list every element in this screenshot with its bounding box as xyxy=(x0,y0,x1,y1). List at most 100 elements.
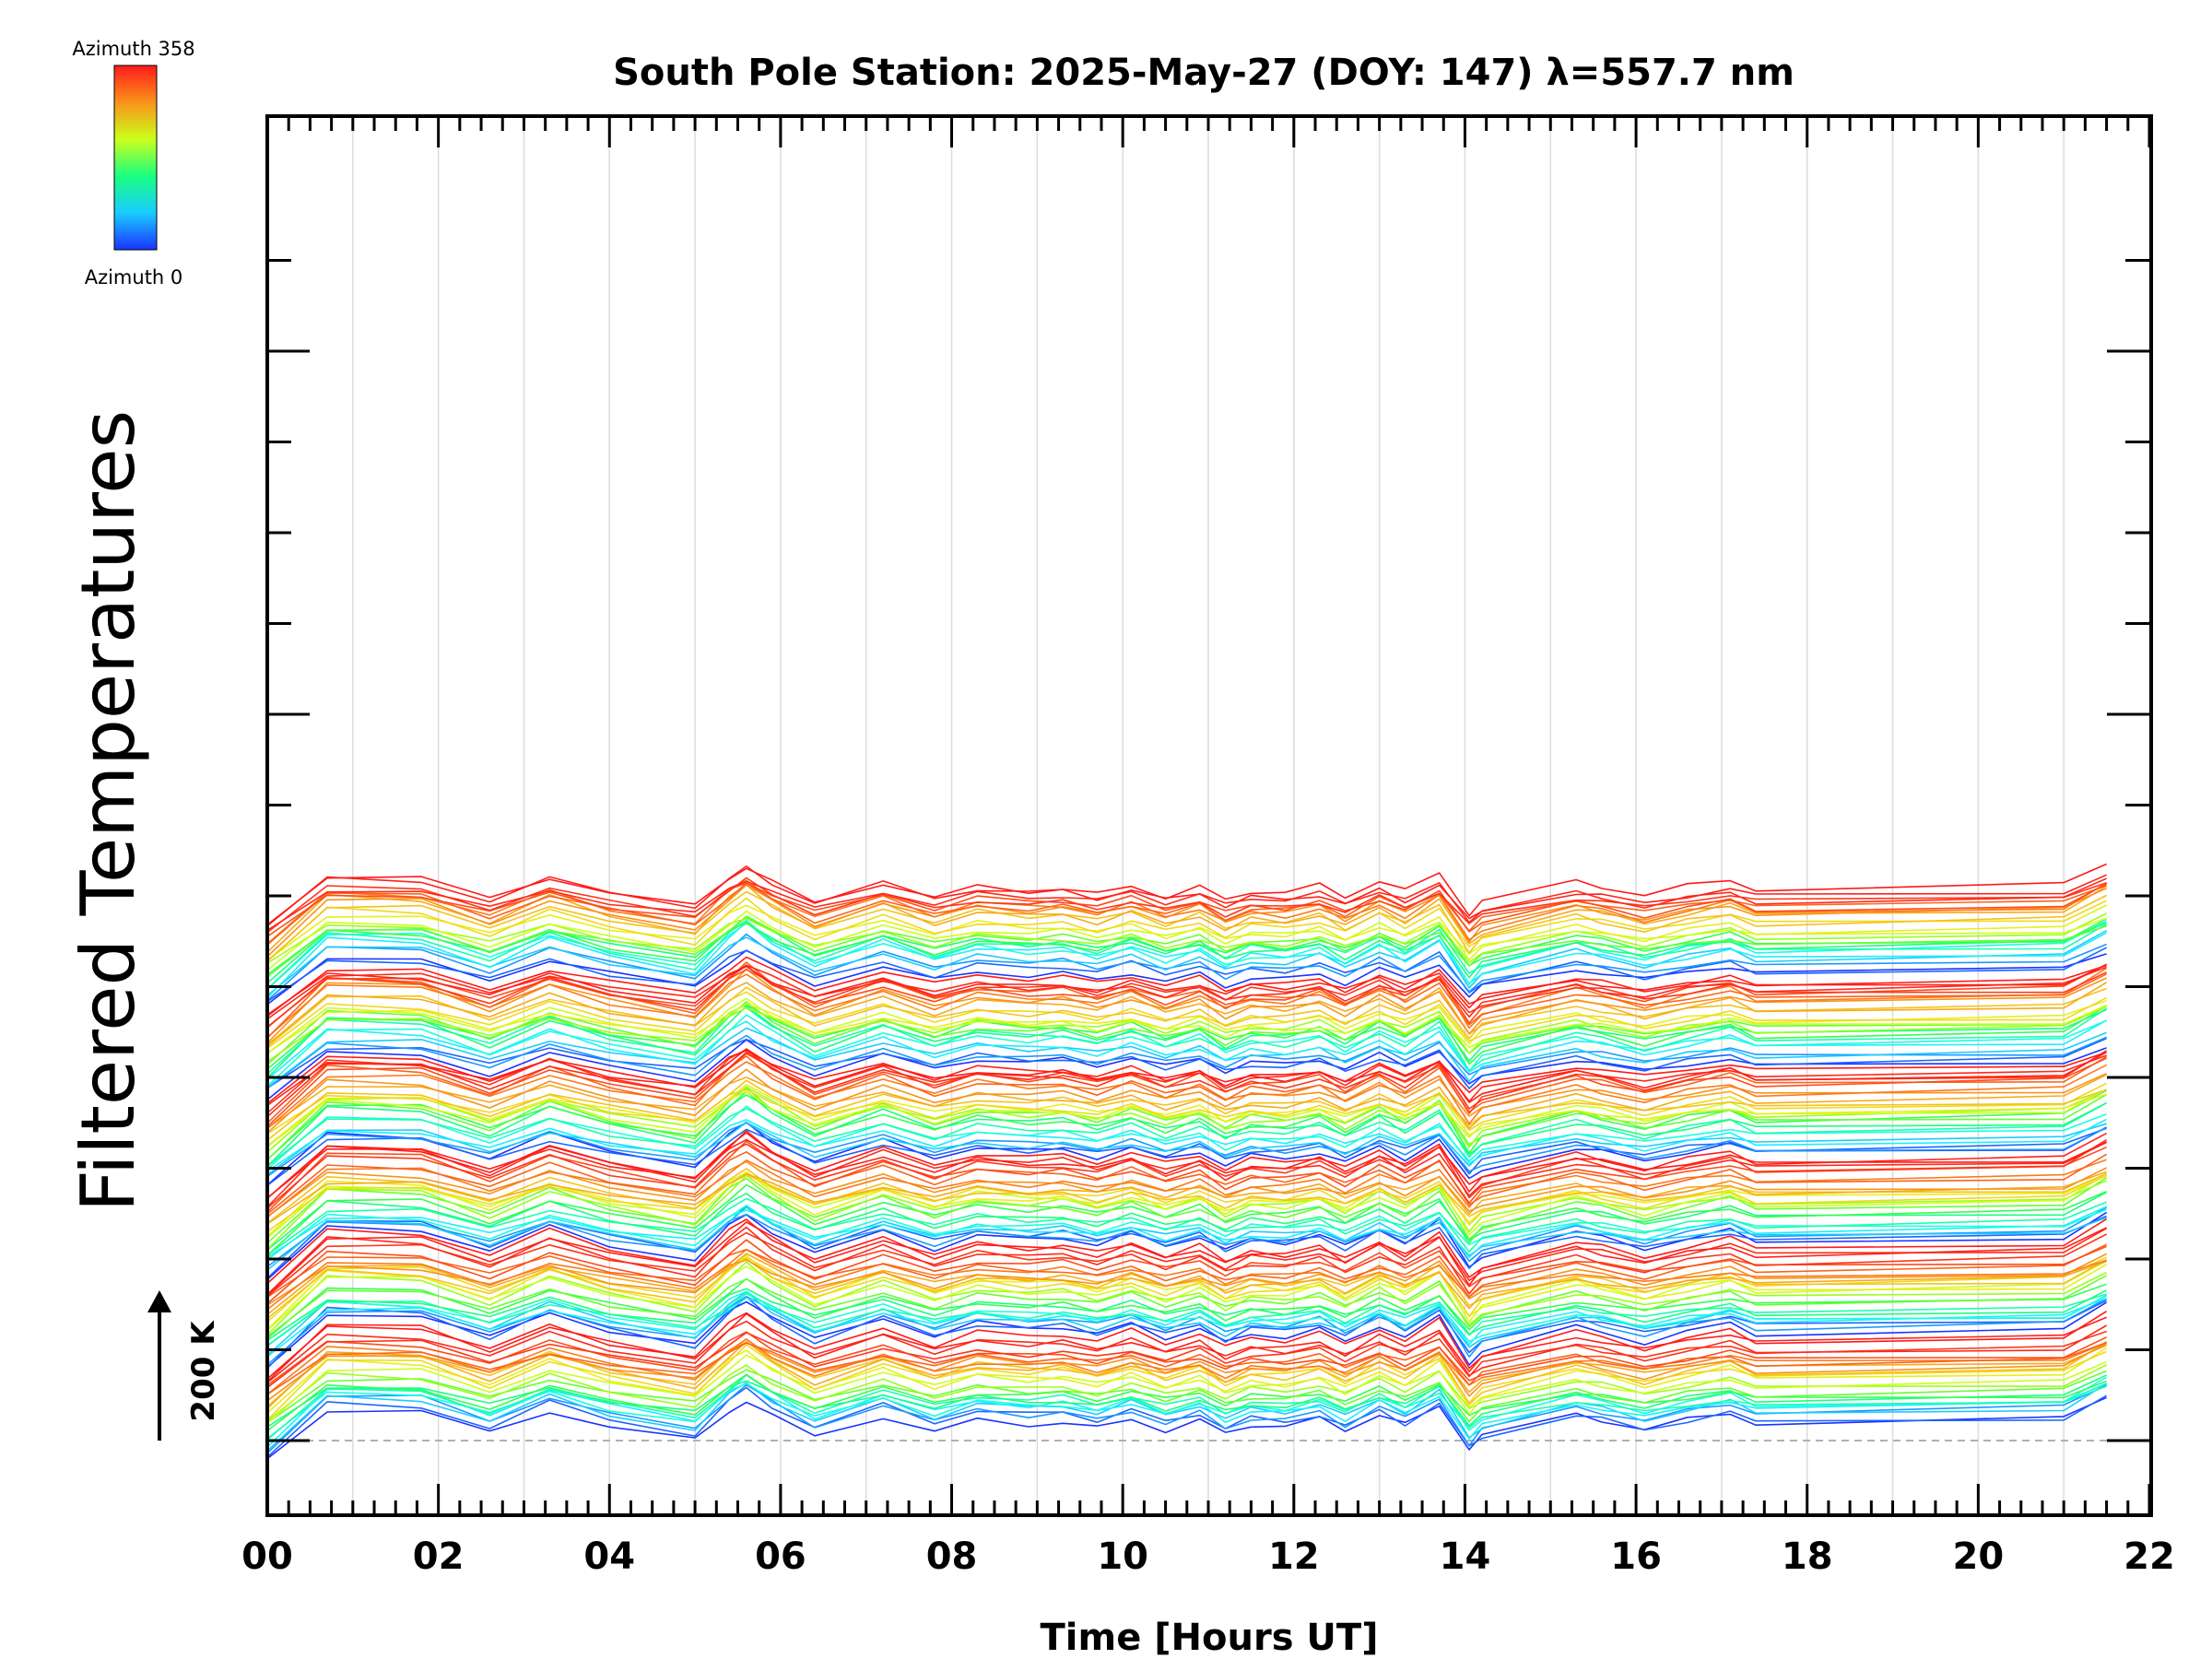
legend-label-azimuth-max: Azimuth 358 xyxy=(72,38,194,60)
series-line-g5-az20 xyxy=(266,877,2107,934)
series-line-g5-az15 xyxy=(266,884,2108,953)
series-line-g5-az23 xyxy=(266,863,2107,926)
series-line-g5-az3 xyxy=(266,929,2107,996)
series-line-g0-az9 xyxy=(266,1369,2107,1424)
x-axis-ticks xyxy=(265,116,2151,1515)
series-line-g1-az0 xyxy=(266,1300,2108,1369)
series-line-g5-az4 xyxy=(266,921,2107,999)
series-line-g1-az10 xyxy=(266,1261,2107,1335)
series-line-g1-az11 xyxy=(266,1260,2107,1331)
scale-bar-label: 200 K xyxy=(185,1320,222,1422)
series-line-g5-az8 xyxy=(266,918,2107,976)
series-line-g1-az22 xyxy=(266,1221,2107,1297)
series-line-g3-az18 xyxy=(266,1055,2108,1124)
series-line-g2-az3 xyxy=(266,1206,2107,1271)
series-line-g5-az12 xyxy=(266,904,2107,961)
series-line-g1-az8 xyxy=(266,1277,2107,1339)
series-line-g3-az14 xyxy=(266,1079,2107,1141)
series-line-g3-az5 xyxy=(266,1105,2107,1171)
x-tick-label: 22 xyxy=(2124,1535,2175,1578)
series-line-g0-az21 xyxy=(266,1320,2108,1383)
series-line-g2-az0 xyxy=(266,1211,2108,1280)
x-axis-label: Time [Hours UT] xyxy=(1041,1617,1379,1659)
azimuth-colorbar xyxy=(113,65,158,251)
series-line-g1-az20 xyxy=(266,1231,2107,1298)
series-line-g3-az7 xyxy=(266,1090,2107,1168)
x-tick-label: 12 xyxy=(1268,1535,1320,1578)
series-line-g1-az16 xyxy=(266,1253,2107,1306)
series-line-g3-az3 xyxy=(266,1122,2107,1176)
series-line-g3-az22 xyxy=(266,1050,2107,1107)
series-line-g4-az23 xyxy=(266,956,2107,1018)
series-line-g4-az21 xyxy=(266,964,2107,1020)
series-line-g4-az18 xyxy=(266,961,2107,1039)
series-line-g0-az11 xyxy=(266,1354,2107,1425)
series-line-g2-az12 xyxy=(266,1171,2107,1238)
series-line-g2-az20 xyxy=(266,1138,2108,1209)
series-line-g3-az1 xyxy=(266,1127,2107,1186)
series-line-g0-az0 xyxy=(266,1396,2107,1460)
series-line-g3-az16 xyxy=(266,1068,2107,1134)
series-line-g3-az23 xyxy=(266,1048,2107,1105)
series-line-g3-az8 xyxy=(266,1089,2107,1160)
series-line-g4-az12 xyxy=(266,999,2107,1054)
series-line-g4-az17 xyxy=(266,967,2108,1039)
series-line-g2-az7 xyxy=(266,1191,2107,1251)
series-line-g2-az18 xyxy=(266,1151,2108,1215)
series-line-g5-az16 xyxy=(266,884,2107,958)
series-line-g3-az20 xyxy=(266,1048,2108,1114)
series-line-g0-az20 xyxy=(266,1330,2107,1389)
x-tick-label: 00 xyxy=(241,1535,293,1578)
x-tick-label: 08 xyxy=(926,1535,978,1578)
series-line-g0-az13 xyxy=(266,1344,2107,1421)
series-line-g2-az9 xyxy=(266,1177,2108,1244)
series-line-g3-az15 xyxy=(266,1074,2107,1130)
chart-title: South Pole Station: 2025-May-27 (DOY: 14… xyxy=(613,52,1794,94)
x-tick-label: 20 xyxy=(1953,1535,2005,1578)
series-line-g4-az6 xyxy=(266,1006,2108,1075)
series-line-g5-az0 xyxy=(266,949,2107,1006)
series-line-g2-az17 xyxy=(266,1159,2107,1218)
series-line-g5-az17 xyxy=(266,879,2108,945)
series-line-g4-az2 xyxy=(266,1034,2107,1089)
series-line-g2-az15 xyxy=(266,1171,2107,1225)
series-line-g1-az7 xyxy=(266,1288,2107,1341)
series-line-g3-az6 xyxy=(266,1101,2107,1168)
series-line-g5-az13 xyxy=(266,897,2107,962)
y-axis-label: Filtered Temperatures xyxy=(65,410,151,1212)
series-line-g3-az12 xyxy=(266,1084,2107,1147)
series-line-g0-az23 xyxy=(266,1311,2108,1380)
series-line-g3-az17 xyxy=(266,1061,2107,1130)
series-line-g1-az17 xyxy=(266,1248,2107,1311)
series-line-g3-az19 xyxy=(266,1053,2107,1127)
series-line-g4-az13 xyxy=(266,991,2107,1050)
legend-label-azimuth-min: Azimuth 0 xyxy=(85,266,183,288)
series-line-g5-az22 xyxy=(266,865,2107,927)
vertical-gridlines xyxy=(352,116,2065,1515)
series-line-g4-az7 xyxy=(266,1005,2107,1079)
series-line-g5-az5 xyxy=(266,920,2107,990)
series-line-g1-az14 xyxy=(266,1258,2107,1320)
series-line-g2-az1 xyxy=(266,1205,2107,1279)
series-line-g4-az14 xyxy=(266,986,2107,1048)
x-axis-tick-labels: 00 02 04 06 08 10 12 14 16 18 20 22 xyxy=(241,1535,2175,1578)
series-line-g2-az5 xyxy=(266,1205,2107,1261)
x-tick-label: 14 xyxy=(1440,1535,1491,1578)
series-line-g1-az9 xyxy=(266,1275,2107,1337)
x-tick-label: 04 xyxy=(583,1535,635,1578)
series-line-g0-az15 xyxy=(266,1340,2107,1409)
series-line-g0-az19 xyxy=(266,1331,2107,1386)
series-line-g4-az5 xyxy=(266,1014,2107,1088)
series-line-g2-az10 xyxy=(266,1174,2107,1251)
series-line-g0-az5 xyxy=(266,1376,2107,1440)
series-line-g0-az6 xyxy=(266,1373,2107,1441)
series-line-g0-az14 xyxy=(266,1340,2108,1407)
series-line-g1-az4 xyxy=(266,1297,2107,1358)
series-line-g3-az0 xyxy=(266,1121,2107,1186)
x-tick-label: 18 xyxy=(1782,1535,1833,1578)
series-line-g4-az1 xyxy=(266,1037,2107,1089)
series-line-g0-az22 xyxy=(266,1312,2107,1382)
series-line-g1-az3 xyxy=(266,1290,2107,1357)
series-line-g3-az11 xyxy=(266,1088,2107,1147)
series-line-g1-az1 xyxy=(266,1296,2107,1370)
